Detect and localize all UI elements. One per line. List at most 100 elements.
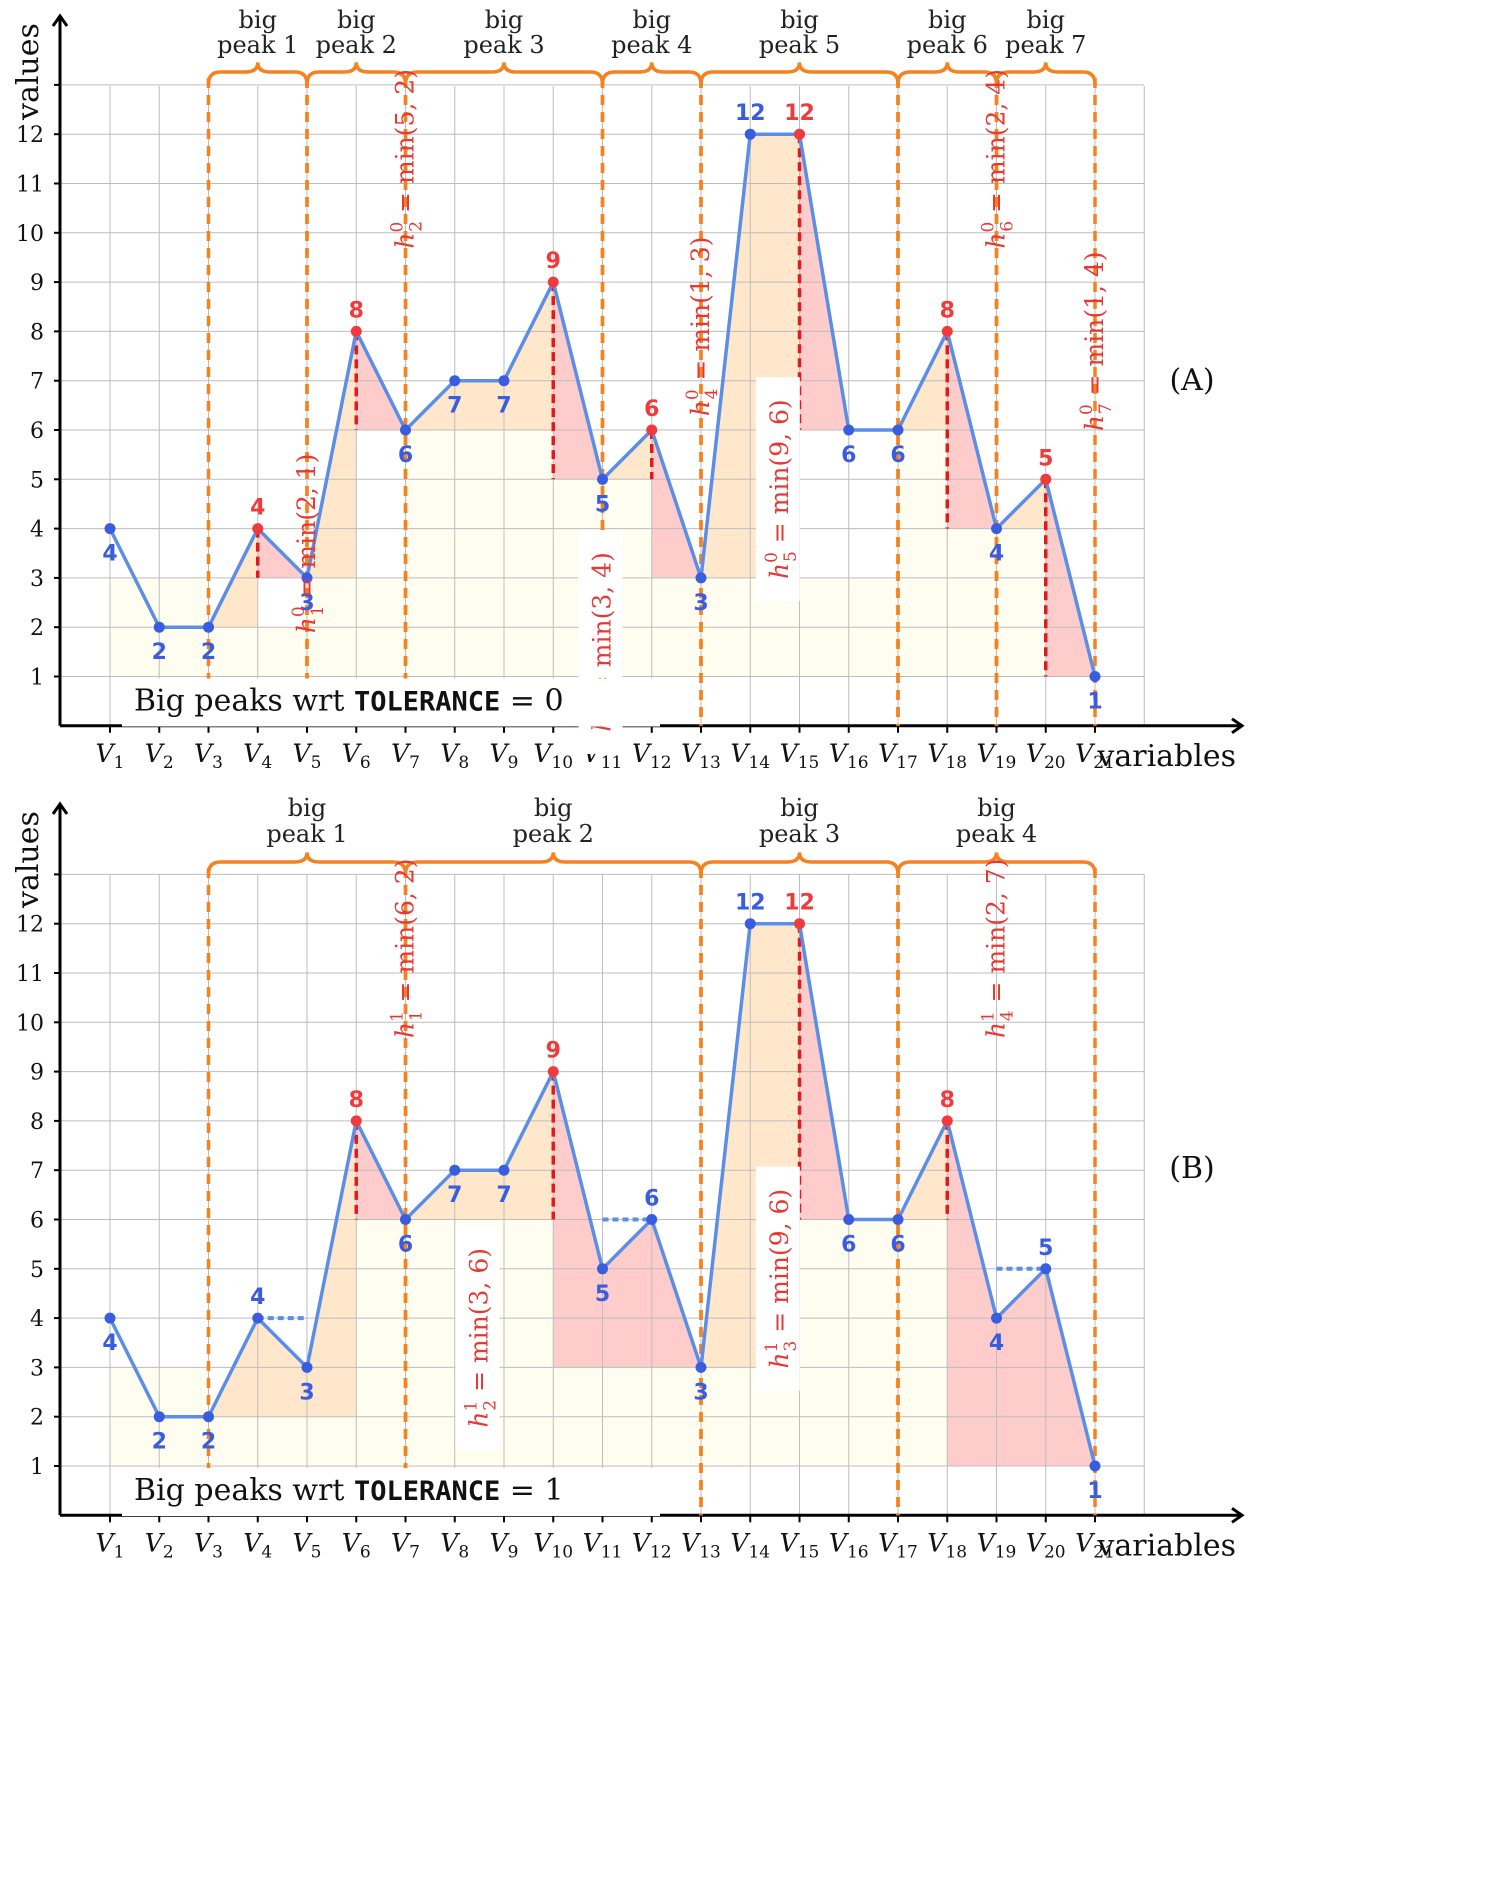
x-tick-label: V1 — [96, 1528, 125, 1562]
x-tick-label: V7 — [391, 1528, 420, 1562]
x-axis-label: variables — [1096, 739, 1236, 774]
y-tick-label: 10 — [16, 1011, 44, 1036]
y-tick-label: 4 — [30, 518, 44, 543]
y-axis-label: values — [11, 811, 46, 909]
data-point — [843, 1214, 855, 1225]
big-peak-label-bottom: peak 7 — [1005, 31, 1086, 59]
height-label: h12 = min(3, 6) — [455, 1225, 500, 1450]
x-axis-arrow — [1231, 717, 1245, 735]
x-tick-label: V18 — [927, 1528, 967, 1562]
big-peak-label-top: big — [288, 794, 326, 822]
data-label: 6 — [398, 443, 413, 468]
big-peak-brace — [699, 852, 900, 875]
data-point — [252, 523, 264, 535]
y-tick-label: 2 — [30, 616, 44, 641]
height-label: h07 = min(1, 4) — [1077, 251, 1116, 431]
data-point — [1040, 1263, 1052, 1275]
data-label: 7 — [496, 394, 511, 419]
data-point — [350, 325, 362, 337]
height-label-box — [455, 1225, 500, 1450]
data-label: 1 — [1087, 1479, 1102, 1504]
big-peak-brace — [896, 852, 1097, 875]
x-tick-label: V11 — [583, 1528, 623, 1562]
x-tick-label: V5 — [293, 1528, 322, 1562]
x-tick-label: V19 — [977, 739, 1017, 773]
x-tick-label: V4 — [243, 739, 272, 773]
y-tick-label: 12 — [16, 123, 44, 148]
big-peak-label-top: big — [1027, 6, 1065, 34]
data-point — [744, 128, 756, 140]
fill-region — [208, 1219, 948, 1466]
height-label: h14 = min(2, 7) — [979, 859, 1018, 1039]
big-peak-brace — [403, 852, 703, 875]
y-tick-label: 9 — [30, 271, 44, 296]
height-label: h01 = min(2, 1) — [289, 454, 328, 634]
height-label-text: h02 = min(5, 2) — [388, 69, 427, 249]
data-label: 8 — [349, 298, 364, 323]
data-point — [941, 325, 953, 337]
data-point — [695, 572, 707, 584]
y-tick-label: 8 — [30, 320, 44, 345]
data-point — [203, 621, 214, 633]
height-label: h11 = min(6, 2) — [388, 859, 427, 1039]
data-point — [597, 473, 608, 485]
x-tick-label: V12 — [632, 739, 672, 773]
data-label: 6 — [890, 443, 905, 468]
big-peak-label-top: big — [928, 6, 966, 34]
y-tick-label: 11 — [16, 962, 44, 987]
big-peak-brace — [206, 62, 309, 85]
x-tick-label: V9 — [490, 1528, 519, 1562]
height-markers — [256, 134, 1048, 677]
y-axis-label: values — [11, 23, 46, 121]
data-label: 9 — [546, 1039, 561, 1064]
data-point — [252, 1312, 264, 1324]
big-peak-label-bottom: peak 6 — [907, 31, 988, 59]
big-peak-label-top: big — [977, 794, 1015, 822]
height-label-box — [755, 1166, 800, 1391]
y-tick-label: 2 — [30, 1406, 44, 1431]
big-peak-brace — [994, 62, 1097, 85]
data-point — [794, 918, 805, 930]
data-label: 6 — [398, 1233, 413, 1258]
x-tick-label: V12 — [632, 1528, 672, 1562]
big-peak-brace — [600, 62, 703, 85]
data-label: 12 — [735, 891, 766, 916]
data-point — [400, 1214, 411, 1225]
height-label: h06 = min(2, 4) — [979, 69, 1018, 249]
height-label-text: h12 = min(3, 6) — [461, 1248, 500, 1428]
data-label: 5 — [595, 1282, 610, 1307]
panel-label: (A) — [1169, 363, 1214, 398]
x-tick-label: V15 — [780, 739, 820, 773]
fill-region — [405, 282, 554, 430]
height-label: h05 = min(9, 6) — [755, 377, 801, 602]
big-peak-label-top: big — [633, 6, 671, 34]
big-peak-label-bottom: peak 1 — [266, 820, 347, 848]
fill-region — [947, 1120, 1095, 1466]
height-label-text: h06 = min(2, 4) — [979, 69, 1018, 249]
fill-region — [553, 1071, 701, 1368]
height-label-text: h05 = min(9, 6) — [762, 399, 801, 579]
y-tick-label: 5 — [30, 468, 44, 493]
x-tick-label: V2 — [145, 739, 174, 773]
x-tick-label: V16 — [829, 1528, 869, 1562]
x-tick-label: V17 — [878, 1528, 918, 1562]
big-peak-label-top: big — [239, 6, 277, 34]
y-tick-label: 12 — [16, 913, 44, 938]
big-peak-label-bottom: peak 5 — [759, 31, 840, 59]
y-tick-label: 6 — [30, 419, 44, 444]
data-point — [892, 424, 904, 436]
data-point — [547, 1066, 559, 1078]
x-axis-arrow — [1231, 1507, 1245, 1524]
data-point — [153, 1411, 165, 1423]
bottom-text: Big peaks wrt TOLERANCE = 1 — [134, 1473, 564, 1508]
data-point — [547, 276, 559, 288]
data-label: 12 — [784, 891, 815, 916]
x-tick-label: V10 — [533, 739, 573, 773]
data-label: 4 — [989, 542, 1004, 567]
data-point — [203, 1411, 214, 1423]
data-label: 8 — [940, 1088, 955, 1113]
